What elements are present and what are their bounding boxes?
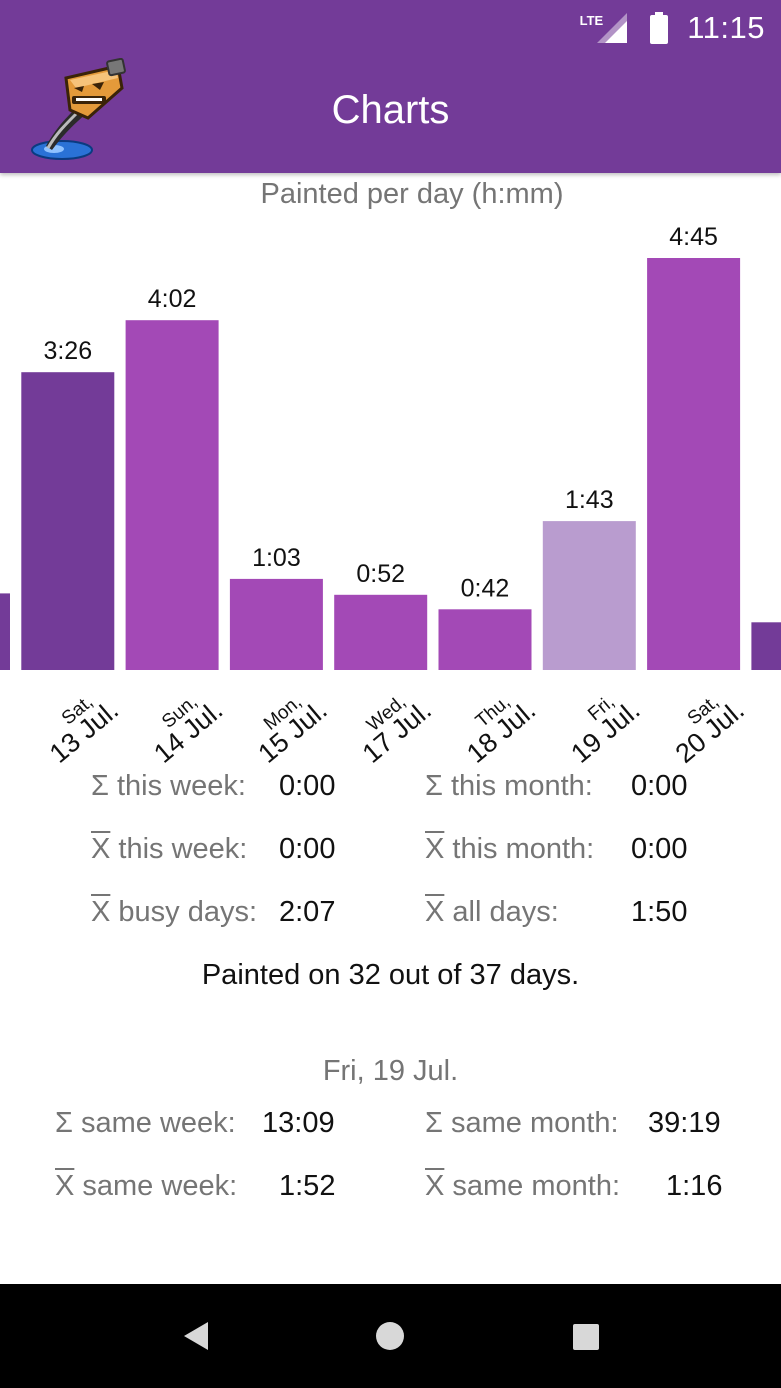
chart-bar[interactable]: [751, 622, 781, 670]
x-tick-label: Fri,19 Jul.: [565, 691, 645, 768]
mean-symbol: X: [425, 833, 445, 865]
chart-bar[interactable]: [21, 372, 115, 670]
chart-bar[interactable]: [0, 593, 10, 670]
battery-icon: [650, 12, 669, 44]
month-sum-value: 0:00: [631, 770, 688, 802]
all-avg-label: all days:: [444, 896, 559, 928]
clock: 11:15: [687, 10, 765, 45]
x-tick-label: Sat,13 Jul.: [44, 691, 124, 768]
bar-value-label: 0:42: [461, 574, 510, 602]
x-tick-label: Sun,14 Jul.: [148, 691, 228, 768]
mean-symbol: X: [425, 896, 445, 928]
chart-title: Painted per day (h:mm): [260, 178, 564, 210]
back-triangle-icon[interactable]: [176, 1316, 216, 1356]
busy-avg-label: busy days:: [110, 896, 258, 928]
x-tick-label: Sat,20 Jul.: [670, 691, 750, 768]
chart-bar[interactable]: [438, 609, 532, 670]
system-nav-bar: [0, 1284, 781, 1388]
recents-square-icon[interactable]: [565, 1316, 605, 1356]
same-week-avg-value: 1:52: [279, 1170, 336, 1202]
home-circle-icon[interactable]: [370, 1316, 410, 1356]
chart-bar[interactable]: [647, 258, 741, 670]
chart-bar[interactable]: [125, 320, 219, 670]
chart-bar[interactable]: [229, 578, 323, 670]
x-tick-label: Mon,15 Jul.: [252, 691, 332, 768]
week-avg-label: this week:: [110, 833, 248, 865]
week-sum-value: 0:00: [279, 770, 336, 802]
x-tick-label: Wed,17 Jul.: [357, 691, 437, 768]
chart-bar[interactable]: [334, 594, 428, 670]
mean-symbol: X: [55, 1170, 75, 1202]
mean-symbol: X: [91, 896, 111, 928]
selected-day-heading: Fri, 19 Jul.: [322, 1055, 459, 1087]
same-week-avg-label: same week:: [74, 1170, 238, 1202]
network-type: LTE: [579, 12, 604, 28]
status-bar: LTE 11:15: [580, 8, 765, 48]
bar-value-label: 1:03: [252, 544, 301, 572]
chart-bar[interactable]: [542, 521, 636, 670]
page-title: Charts: [331, 88, 450, 132]
month-sum-label: Σ this month:: [425, 770, 593, 802]
week-sum-label: Σ this week:: [91, 770, 246, 802]
same-month-sum-label: Σ same month:: [425, 1107, 619, 1139]
painted-summary: Painted on 32 out of 37 days.: [201, 959, 580, 991]
month-avg-label: this month:: [444, 833, 595, 865]
same-month-avg-value: 1:16: [666, 1170, 723, 1202]
bar-value-label: 0:52: [356, 560, 405, 588]
paint-tube-mascot-icon[interactable]: [26, 58, 130, 166]
week-avg-value: 0:00: [279, 833, 336, 865]
same-week-sum-value: 13:09: [262, 1107, 335, 1139]
same-month-sum-value: 39:19: [648, 1107, 721, 1139]
month-avg-value: 0:00: [631, 833, 688, 865]
bar-value-label: 3:26: [43, 337, 92, 365]
x-tick-label: Thu,18 Jul.: [461, 691, 541, 768]
same-month-avg-label: same month:: [444, 1170, 621, 1202]
busy-avg-value: 2:07: [279, 896, 336, 928]
same-week-sum-label: Σ same week:: [55, 1107, 236, 1139]
bar-value-label: 1:43: [565, 486, 614, 514]
bar-value-label: 4:45: [669, 223, 718, 251]
app-bar: LTE 11:15 Charts: [0, 0, 781, 173]
bar-chart[interactable]: 3:26 Sat, 13 Jul. 4:02 Sun, 14 Jul. 1:03 Mon, 15…: [0, 210, 781, 770]
all-avg-value: 1:50: [631, 896, 688, 928]
bar-value-label: 4:02: [148, 285, 197, 313]
signal-icon: [597, 13, 628, 43]
mean-symbol: X: [425, 1170, 445, 1202]
mean-symbol: X: [91, 833, 111, 865]
